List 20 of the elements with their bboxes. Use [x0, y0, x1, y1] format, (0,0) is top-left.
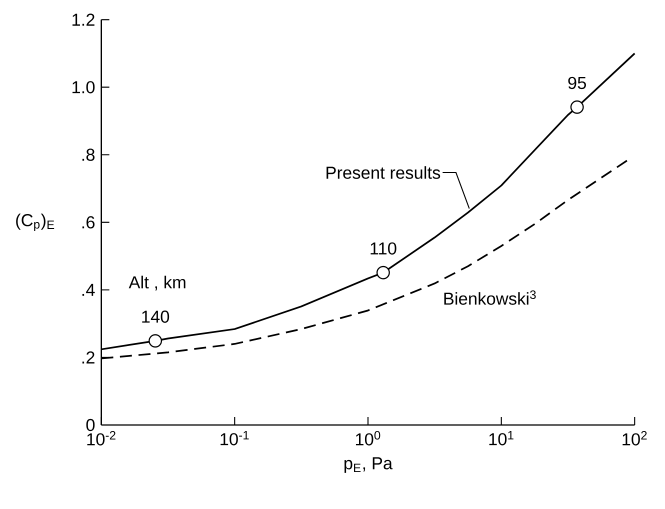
y-axis-title: (C$_{p}$)$_{E}$	[16, 214, 54, 232]
y-tick-label: 0	[86, 418, 95, 432]
x-tick-label: 10$^{1}$	[489, 431, 514, 446]
x-tick-label: 10$^{2}$	[622, 431, 647, 446]
x-axis-title: p$_{E}$, Pa	[344, 457, 393, 473]
text: Present results	[326, 166, 440, 179]
y-tick-label: 1.2	[72, 14, 94, 26]
y-tick-label: .4	[82, 284, 95, 296]
annotation: Alt , km	[128, 276, 186, 291]
y-tick-label: 1.0	[72, 81, 95, 94]
y-tick-label: .6	[82, 216, 95, 228]
x-tick-label: 10$^{0}$	[356, 431, 380, 446]
annotation: 140	[142, 310, 170, 323]
series-label: Bienkowski$^{3}$	[444, 290, 536, 305]
x-tick-label: 10$^{-1}$	[220, 431, 249, 446]
y-tick-label: .8	[82, 148, 95, 161]
annotation: 95	[568, 76, 586, 90]
annotation: 110	[370, 242, 396, 255]
y-tick-label: .2	[82, 351, 94, 364]
x-tick-label: 10$^{-2}$	[87, 431, 116, 446]
